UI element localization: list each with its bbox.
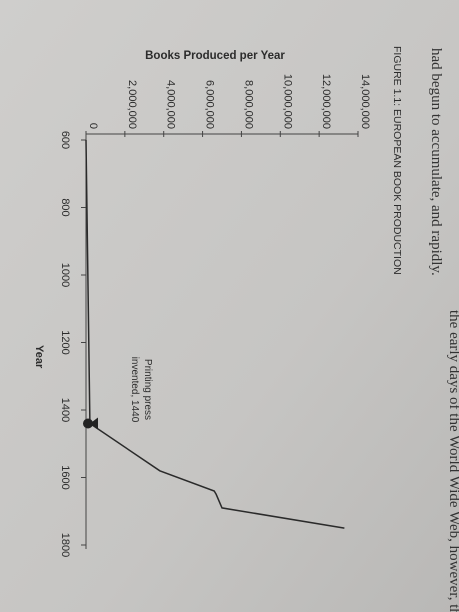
x-tick-label: 1600 [59,465,71,489]
y-tick-label: 10,000,000 [281,74,293,129]
figure-label: FIGURE 1.1: EUROPEAN BOOK PRODUCTION [391,46,403,275]
x-tick-label: 800 [59,198,71,216]
y-tick-label: 4,000,000 [165,80,177,129]
y-tick-label: 2,000,000 [126,80,138,129]
x-tick-label: 1800 [59,533,71,557]
y-tick-label: 0 [87,123,99,129]
y-tick-label: 8,000,000 [242,80,254,129]
x-tick-label: 1400 [59,398,71,422]
body-text: the early days of the World Wide Web, ho… [446,310,459,612]
event-marker [83,418,93,429]
x-tick-label: 1000 [59,263,71,287]
y-axis-title: Books Produced per Year [145,50,285,62]
y-tick-label: 6,000,000 [204,80,216,129]
x-tick-label: 600 [59,131,71,149]
annotation: invented, 1440 [129,357,140,423]
x-axis-title: Year [33,345,45,369]
y-tick-label: 14,000,000 [359,74,371,129]
body-text: had begun to accumulate, and rapidly. [428,48,444,276]
annotation: Printing press [142,359,153,420]
x-tick-label: 1200 [59,330,71,354]
event-arrow [90,417,98,430]
y-tick-label: 12,000,000 [320,74,332,129]
